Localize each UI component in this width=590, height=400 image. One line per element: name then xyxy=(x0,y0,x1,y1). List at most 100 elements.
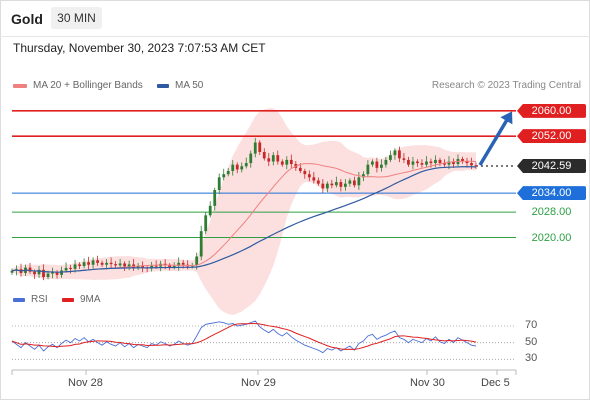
candle-body xyxy=(204,215,208,232)
candle-body xyxy=(172,266,176,268)
candle-body xyxy=(307,174,311,178)
candle-body xyxy=(447,161,451,165)
candle-body xyxy=(123,263,127,267)
candle-body xyxy=(168,265,172,268)
candle-body xyxy=(46,273,50,278)
candle-body xyxy=(429,161,433,164)
candle-body xyxy=(461,158,464,162)
candle-body xyxy=(384,159,388,165)
candle-body xyxy=(226,171,230,175)
candle-body xyxy=(416,161,419,164)
projection-arrow-shaft xyxy=(478,113,512,166)
candle-body xyxy=(366,164,370,175)
ma50-swatch xyxy=(157,83,169,88)
candle-body xyxy=(352,180,356,186)
candle-body xyxy=(330,183,334,186)
candle-body xyxy=(393,150,397,156)
rsi-legend-label: RSI xyxy=(31,294,48,305)
candle-body xyxy=(420,163,424,165)
x-tick-label: Nov 28 xyxy=(68,377,103,389)
candle-body xyxy=(361,174,365,178)
rsi-tick-label: 30 xyxy=(525,352,538,365)
candle-body xyxy=(379,164,383,168)
candle-body xyxy=(136,266,140,268)
candle-body xyxy=(375,161,379,168)
candle-body xyxy=(33,271,36,275)
candle-body xyxy=(154,265,158,267)
ma50-line xyxy=(11,166,477,273)
header-bar: Gold 30 MIN xyxy=(0,0,590,37)
candle-body xyxy=(434,159,437,164)
candle-body xyxy=(231,164,235,171)
candle-body xyxy=(55,272,59,275)
instrument-title: Gold xyxy=(11,11,43,27)
projection-arrow-head xyxy=(500,111,513,125)
candle-body xyxy=(321,183,325,189)
candle-body xyxy=(370,161,374,165)
candle-body xyxy=(37,269,41,275)
candle-body xyxy=(398,150,401,159)
candle-body xyxy=(465,161,469,164)
candle-body xyxy=(82,262,86,266)
legend-rsi: RSI xyxy=(13,294,48,305)
level-label-r2: 2060.00 xyxy=(517,103,586,118)
candle-body xyxy=(222,174,226,178)
candle-body xyxy=(312,177,316,181)
candle-body xyxy=(389,155,392,160)
candle-body xyxy=(244,163,248,167)
candle-body xyxy=(91,260,95,265)
candle-body xyxy=(100,262,104,265)
level-label-s2: 2020.00 xyxy=(531,231,572,244)
candle-body xyxy=(267,158,271,162)
candle-body xyxy=(105,262,109,265)
candle-body xyxy=(127,264,131,267)
candle-body xyxy=(78,264,81,266)
candle-body xyxy=(213,190,217,206)
ma9-swatch xyxy=(62,297,74,302)
candle-body xyxy=(150,265,154,269)
level-label-last: 2042.59 xyxy=(517,158,586,173)
candle-body xyxy=(407,159,410,165)
level-label-r1: 2052.00 xyxy=(517,129,586,144)
candle-body xyxy=(181,262,185,265)
rsi-ma9-line xyxy=(11,322,477,350)
candle-body xyxy=(10,270,14,273)
x-tick-label: Dec 5 xyxy=(481,377,510,389)
chart-timestamp: Thursday, November 30, 2023 7:07:53 AM C… xyxy=(13,41,266,55)
candle-body xyxy=(271,155,275,162)
level-label-pivot: 2034.00 xyxy=(517,186,586,201)
candle-body xyxy=(443,163,446,165)
level-label-s1: 2028.00 xyxy=(531,206,572,219)
candle-body xyxy=(177,262,181,266)
legend-ma50: MA 50 xyxy=(157,80,203,91)
ma9-legend-label: 9MA xyxy=(80,294,101,305)
candle-body xyxy=(438,159,442,164)
candle-body xyxy=(87,262,90,265)
candle-body xyxy=(325,183,329,189)
rsi-tick-label: 70 xyxy=(525,319,538,331)
candle-body xyxy=(411,161,415,165)
candle-body xyxy=(425,161,428,165)
candle-body xyxy=(73,264,77,269)
candle-body xyxy=(96,260,99,263)
candle-body xyxy=(249,153,253,164)
candle-body xyxy=(258,142,262,152)
candle-body xyxy=(289,159,293,165)
candle-body xyxy=(276,155,280,162)
bollinger-band xyxy=(12,108,476,315)
candle-body xyxy=(303,171,307,175)
candle-body xyxy=(298,167,302,171)
candle-body xyxy=(339,182,343,187)
candle-body xyxy=(64,267,68,271)
legend-ma9: 9MA xyxy=(62,294,101,305)
ma20-legend-label: MA 20 + Bollinger Bands xyxy=(33,80,143,91)
candle-body xyxy=(348,180,352,184)
candle-body xyxy=(114,264,118,266)
rsi-swatch xyxy=(13,297,25,302)
candle-body xyxy=(262,152,266,159)
candle-body xyxy=(452,161,455,165)
candle-body xyxy=(28,267,32,272)
timeframe-badge[interactable]: 30 MIN xyxy=(51,7,102,29)
ma50-legend-label: MA 50 xyxy=(175,80,204,91)
